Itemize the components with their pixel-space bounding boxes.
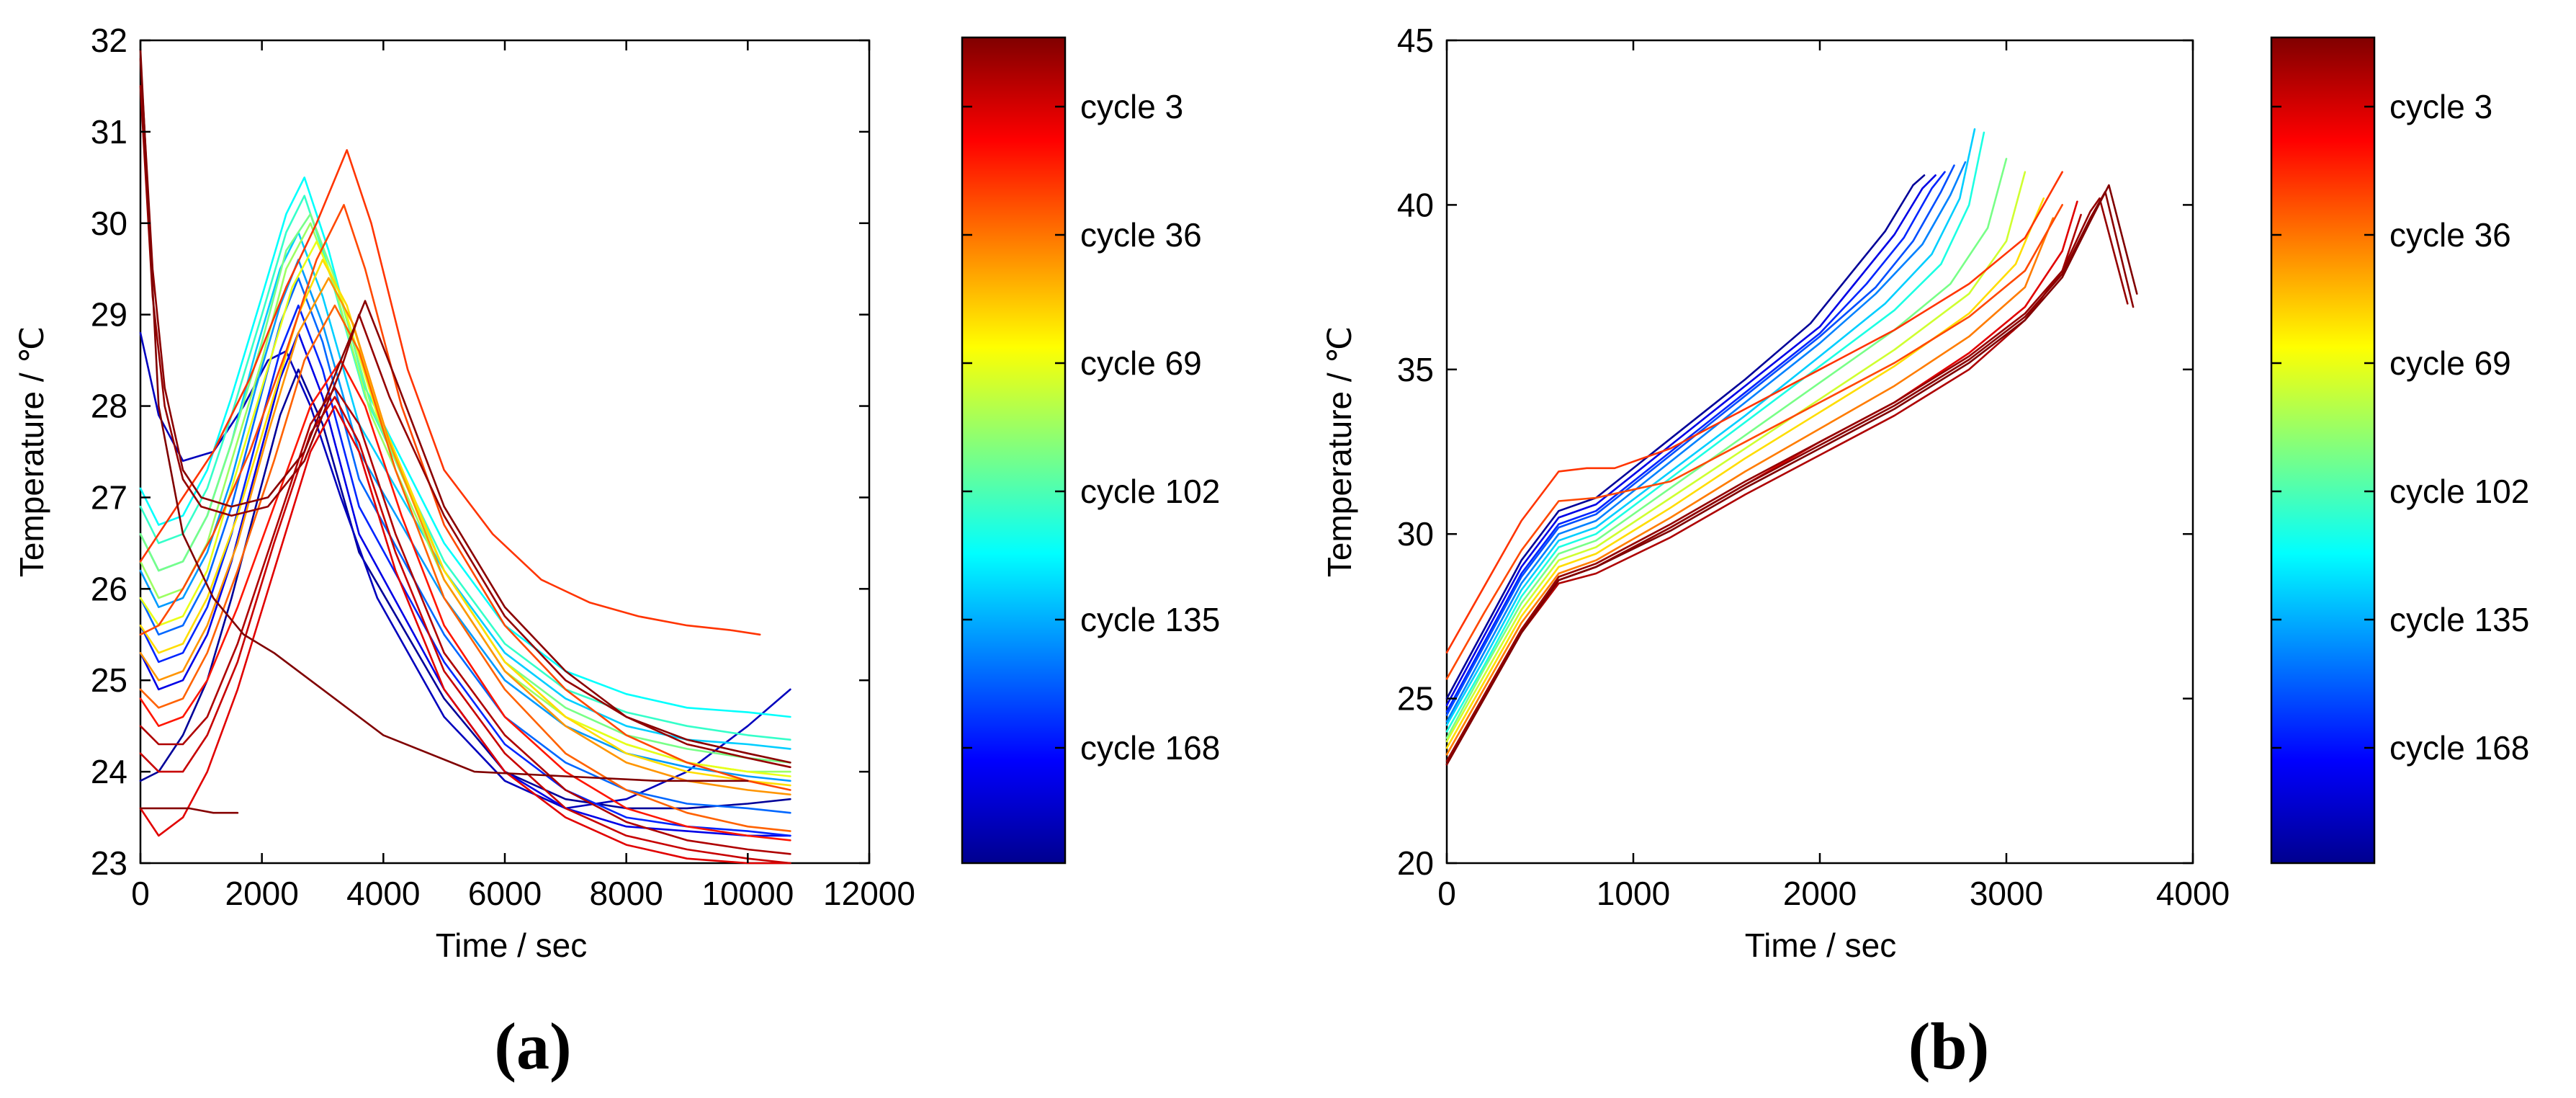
series-line-cycle-168 <box>139 304 791 837</box>
series-line-cycle-36 <box>1445 171 2063 653</box>
series-line-cycle-3 <box>139 58 791 764</box>
series-line-cycle-160 <box>1445 164 1955 716</box>
y-tick-label: 32 <box>91 22 127 59</box>
series-line-cycle-50 <box>1445 217 2055 756</box>
colorbar-a-label: cycle 36 <box>1080 216 1202 254</box>
y-tick-label: 30 <box>1397 515 1434 553</box>
x-tick-label: 12000 <box>823 875 915 912</box>
series-line-cycle-125 <box>139 177 791 718</box>
colorbar-b <box>2270 36 2376 865</box>
y-tick-label: 24 <box>91 753 127 790</box>
series-line-cycle-1 <box>1445 184 2138 766</box>
x-tick-label: 0 <box>1437 875 1456 912</box>
y-tick-label: 45 <box>1397 22 1434 59</box>
x-tick-label: 4000 <box>346 875 420 912</box>
series-line-cycle-150 <box>1445 161 1967 723</box>
x-tick-label: 0 <box>131 875 150 912</box>
series-line-cycle-55 <box>139 277 791 796</box>
colorbar-b-label: cycle 36 <box>2389 216 2511 254</box>
y-tick-label: 27 <box>91 478 127 516</box>
colorbar-b-label: cycle 168 <box>2389 729 2529 767</box>
series-line-cycle-2 <box>139 807 239 814</box>
series-line-cycle-195 <box>139 368 791 810</box>
series-line-cycle-168 <box>1445 171 1946 713</box>
series-line-cycle-120 <box>1445 131 1985 733</box>
series-line-cycle-69 <box>1445 197 2045 749</box>
y-axis-label-a: Temperature / ℃ <box>13 326 50 577</box>
series-line-cycle-155 <box>139 277 791 814</box>
series-line-cycle-80 <box>139 240 791 777</box>
series-line-cycle-45 <box>139 304 791 832</box>
y-tick-label: 23 <box>91 844 127 882</box>
series-line-cycle-10 <box>139 386 791 855</box>
colorbar-a-label: cycle 168 <box>1080 729 1220 767</box>
x-tick-label: 1000 <box>1597 875 1670 912</box>
series-line-cycle-1 <box>139 48 749 782</box>
panel-a: 0 2000 4000 6000 8000 10000 12000 23 24 25 26 27 28… <box>13 22 1220 1083</box>
x-axis-label-b: Time / sec <box>1745 927 1896 964</box>
x-axis-a: 0 2000 4000 6000 8000 10000 12000 <box>131 40 915 912</box>
y-tick-label: 31 <box>91 113 127 151</box>
series-line-cycle-20 <box>139 405 791 865</box>
y-tick-label: 26 <box>91 570 127 607</box>
colorbar-b-label: cycle 3 <box>2389 88 2492 125</box>
curves-b <box>1445 128 2138 766</box>
curves-a <box>139 48 791 865</box>
plot-area-b <box>1445 39 2194 865</box>
series-line-cycle-85 <box>1445 171 2027 743</box>
series-line-cycle-180 <box>1445 174 1937 706</box>
y-axis-b: 20 25 30 35 40 45 <box>1397 22 2193 882</box>
colorbar-a-label: cycle 135 <box>1080 601 1220 638</box>
y-tick-label: 25 <box>91 661 127 699</box>
y-tick-label: 40 <box>1397 186 1434 223</box>
series-line-cycle-30 <box>139 359 791 842</box>
y-tick-label: 25 <box>1397 680 1434 718</box>
y-axis-label-b: Temperature / ℃ <box>1321 326 1358 577</box>
colorbar-a-label: cycle 102 <box>1080 473 1220 510</box>
y-tick-label: 20 <box>1397 844 1434 882</box>
x-axis-b: 0 1000 2000 3000 4000 <box>1437 40 2230 912</box>
series-line-cycle-36 <box>139 149 761 636</box>
series-line-cycle-135 <box>1445 128 1976 726</box>
x-tick-label: 10000 <box>701 875 794 912</box>
colorbar-a-labels: cycle 3 cycle 36 cycle 69 cycle 102 cycl… <box>962 88 1220 767</box>
y-tick-label: 29 <box>91 296 127 334</box>
series-line-cycle-102 <box>139 213 791 764</box>
x-tick-label: 2000 <box>225 875 298 912</box>
x-tick-label: 2000 <box>1783 875 1857 912</box>
series-line-cycle-188 <box>139 331 791 810</box>
y-tick-label: 35 <box>1397 351 1434 388</box>
colorbar-a-label: cycle 3 <box>1080 88 1183 125</box>
panel-b: 0 1000 2000 3000 4000 20 25 30 35 40 45 Time / se… <box>1321 22 2529 1083</box>
series-line-cycle-195 <box>1445 174 1926 700</box>
x-axis-label-a: Time / sec <box>436 927 587 964</box>
series-line-cycle-69 <box>139 259 791 787</box>
colorbar-a-label: cycle 69 <box>1080 344 1202 382</box>
panel-label-b: (b) <box>1908 1009 1989 1083</box>
x-tick-label: 3000 <box>1970 875 2043 912</box>
y-axis-a: 23 24 25 26 27 28 29 30 31 32 <box>91 22 869 882</box>
x-tick-label: 4000 <box>2156 875 2230 912</box>
colorbar-b-label: cycle 102 <box>2389 473 2529 510</box>
series-line-cycle-40 <box>139 204 791 791</box>
series-line-cycle-40 <box>1445 204 2063 680</box>
x-tick-label: 6000 <box>468 875 542 912</box>
colorbar-b-labels: cycle 3 cycle 36 cycle 69 cycle 102 cycl… <box>2271 88 2529 767</box>
panel-label-a: (a) <box>494 1009 571 1083</box>
colorbar-b-label: cycle 69 <box>2389 344 2511 382</box>
series-line-cycle-5 <box>1445 197 2129 762</box>
series-line-cycle-15 <box>139 396 791 865</box>
colorbar-a <box>961 36 1067 865</box>
y-tick-label: 30 <box>91 205 127 242</box>
y-tick-label: 28 <box>91 388 127 425</box>
colorbar-b-label: cycle 135 <box>2389 601 2529 638</box>
x-tick-label: 8000 <box>589 875 663 912</box>
